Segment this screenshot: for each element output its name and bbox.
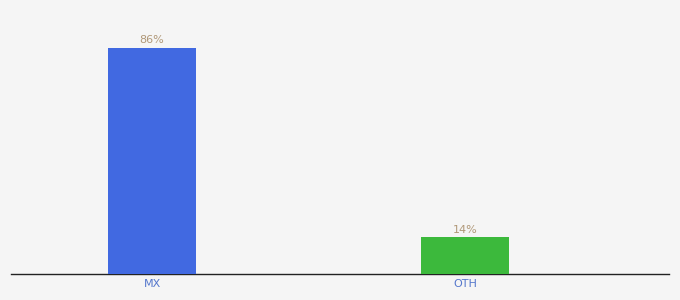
Text: 14%: 14% [453, 225, 477, 235]
Bar [422, 237, 509, 274]
Text: 86%: 86% [139, 35, 165, 45]
Bar [108, 48, 196, 274]
